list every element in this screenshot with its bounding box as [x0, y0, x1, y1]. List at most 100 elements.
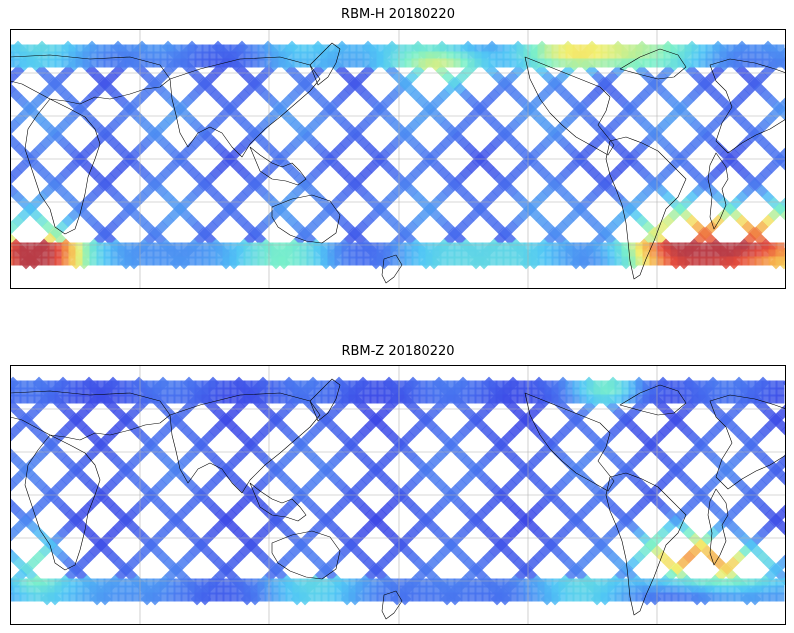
- swath-tile: [754, 249, 764, 259]
- swath-tile: [516, 592, 526, 602]
- swath-tile: [341, 592, 351, 602]
- swath-tile: [768, 592, 778, 602]
- swath-tile: [698, 585, 708, 595]
- swath-tile: [292, 249, 302, 259]
- swath-tile: [110, 592, 120, 602]
- swath-tile: [33, 249, 43, 259]
- swath-tile: [166, 394, 176, 404]
- swath-tile: [334, 578, 344, 588]
- swath-tile: [68, 242, 78, 252]
- swath-tile: [173, 44, 183, 54]
- swath-tile: [117, 256, 127, 266]
- swath-tile: [747, 44, 757, 54]
- swath-tile: [600, 249, 610, 259]
- swath-tile: [376, 578, 386, 588]
- swath-tile: [103, 387, 113, 397]
- swath-tile: [327, 380, 337, 390]
- swath-tile: [691, 380, 701, 390]
- swath-tile: [187, 592, 197, 602]
- swath-tile: [663, 592, 673, 602]
- swath-tile: [201, 585, 211, 595]
- swath-tile: [733, 585, 743, 595]
- swath-tile: [425, 256, 435, 266]
- swath-tile: [152, 51, 162, 61]
- swath-tile: [369, 578, 379, 588]
- swath-tile: [425, 44, 435, 54]
- swath-tile: [299, 242, 309, 252]
- swath-tile: [509, 44, 519, 54]
- coastline-path: [524, 56, 615, 156]
- swath-tile: [75, 387, 85, 397]
- swath-tile: [145, 44, 155, 54]
- swath-tile: [467, 256, 477, 266]
- swath-tile: [586, 578, 596, 588]
- swath-tile: [642, 249, 652, 259]
- swath-tile: [747, 58, 757, 68]
- swath-tile: [117, 51, 127, 61]
- swath-tile: [467, 585, 477, 595]
- swath-tile: [537, 51, 547, 61]
- swath-tile: [271, 585, 281, 595]
- swath-tile: [537, 592, 547, 602]
- swath-tile: [740, 387, 750, 397]
- swath-tile: [425, 585, 435, 595]
- swath-tile: [775, 387, 785, 397]
- swath-tile: [474, 578, 484, 588]
- swath-tile: [642, 51, 652, 61]
- swath-tile: [243, 44, 253, 54]
- swath-tile: [726, 249, 736, 259]
- swath-tile: [586, 585, 596, 595]
- swath-tile: [593, 592, 603, 602]
- swath-tile: [677, 51, 687, 61]
- swath-tile: [663, 249, 673, 259]
- swath-tile: [712, 249, 722, 259]
- swath-tile: [726, 380, 736, 390]
- swath-tile: [768, 58, 778, 68]
- swath-tile: [544, 578, 554, 588]
- swath-tile: [614, 592, 624, 602]
- swath-tile: [320, 58, 330, 68]
- swath-tile: [320, 578, 330, 588]
- swath-tile: [131, 242, 141, 252]
- swath-tile: [75, 249, 85, 259]
- swath-tile: [138, 242, 148, 252]
- swath-tile: [68, 578, 78, 588]
- swath-tile: [47, 592, 57, 602]
- swath-tile: [558, 394, 568, 404]
- swath-tile: [320, 387, 330, 397]
- swath-tile: [341, 380, 351, 390]
- swath-tile: [439, 256, 449, 266]
- swath-tile: [656, 256, 666, 266]
- swath-tile: [642, 44, 652, 54]
- swath-tile: [47, 387, 57, 397]
- swath-tile: [502, 380, 512, 390]
- swath-tile: [649, 44, 659, 54]
- swath-tile: [621, 387, 631, 397]
- swath-tile: [166, 256, 176, 266]
- swath-tile: [607, 249, 617, 259]
- swath-tile: [19, 394, 29, 404]
- swath-tile: [754, 58, 764, 68]
- swath-tile: [194, 249, 204, 259]
- swath-tile: [96, 256, 106, 266]
- swath-tile: [369, 242, 379, 252]
- swath-tile: [110, 585, 120, 595]
- swath-tile: [474, 256, 484, 266]
- swath-tile: [775, 44, 785, 54]
- swath-tile: [117, 394, 127, 404]
- swath-tile: [579, 592, 589, 602]
- coastline-path: [309, 378, 341, 422]
- swath-tile: [313, 585, 323, 595]
- swath-tile: [236, 387, 246, 397]
- swath-tile: [656, 51, 666, 61]
- swath-tile: [642, 578, 652, 588]
- swath-tile: [327, 585, 337, 595]
- swath-tile: [208, 394, 218, 404]
- swath-tile: [761, 394, 771, 404]
- swath-tile: [719, 585, 729, 595]
- swath-tile: [10, 44, 15, 54]
- swath-tile: [551, 387, 561, 397]
- swath-tile: [75, 585, 85, 595]
- swath-tile: [530, 387, 540, 397]
- swath-tile: [747, 380, 757, 390]
